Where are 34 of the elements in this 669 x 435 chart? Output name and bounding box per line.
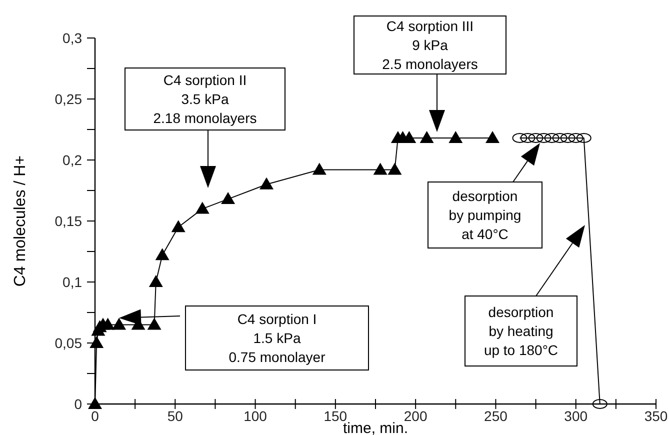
annotation: C4 sorption I 1.5 kPa 0.75 monolayer xyxy=(228,311,326,365)
y-tick-label: 0,05 xyxy=(54,335,82,351)
annotation: C4 sorption III 9 kPa 2.5 monolayers xyxy=(382,18,478,72)
y-tick-label: 0,15 xyxy=(54,213,82,229)
x-tick-label: 0 xyxy=(91,408,100,424)
annotation: desorption by pumping at 40°C xyxy=(448,188,522,242)
point xyxy=(112,318,126,330)
y-tick-label: 0,25 xyxy=(54,91,82,107)
x-tick-label: 300 xyxy=(564,408,588,424)
point xyxy=(420,131,434,144)
x-tick-label: 250 xyxy=(484,408,508,424)
point xyxy=(90,336,104,348)
point xyxy=(195,202,210,214)
point xyxy=(221,192,236,204)
point xyxy=(373,162,388,175)
point xyxy=(260,177,274,190)
y-tick-label: 0,3 xyxy=(62,30,82,46)
point xyxy=(448,131,463,144)
y-tick-label: 0 xyxy=(74,396,82,412)
annotation: C4 sorption II 3.5 kPa 2.18 monolayers xyxy=(153,72,257,126)
y-tick-label: 0,2 xyxy=(62,152,82,168)
y-tick-label: 0,1 xyxy=(62,274,82,290)
x-tick-label: 50 xyxy=(167,408,184,424)
annotation: desorption by heating up to 180°C xyxy=(484,304,558,358)
point xyxy=(171,220,186,232)
point xyxy=(155,248,170,260)
y-axis-title: C4 molecules / H+ xyxy=(12,155,29,287)
point xyxy=(312,162,326,175)
x-tick-label: 100 xyxy=(244,408,268,424)
point xyxy=(147,318,162,330)
point xyxy=(388,162,402,175)
point xyxy=(148,275,163,287)
point xyxy=(486,131,500,144)
x-tick-label: 350 xyxy=(644,408,668,424)
